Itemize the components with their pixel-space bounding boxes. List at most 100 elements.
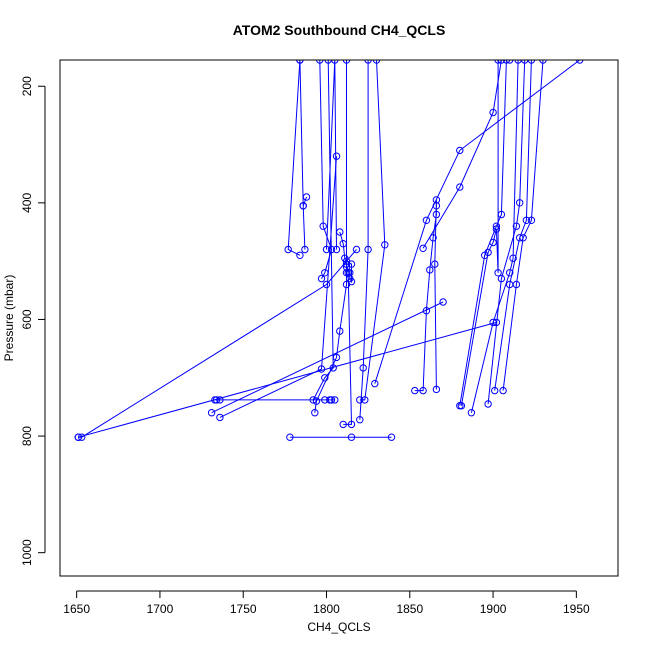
x-tick-label: 1850 <box>396 602 423 616</box>
data-point <box>359 364 367 372</box>
series-line <box>460 60 499 406</box>
data-point <box>296 251 304 260</box>
data-point <box>331 396 339 404</box>
y-tick-label: 1000 <box>20 539 34 566</box>
data-point <box>489 108 497 117</box>
y-axis-label: Pressure (mbar) <box>2 275 16 362</box>
series-9 <box>216 152 341 422</box>
series-line <box>422 60 510 249</box>
data-point <box>321 374 329 382</box>
data-point <box>344 269 352 277</box>
y-tick-label: 400 <box>20 193 34 213</box>
data-point <box>576 60 584 64</box>
series-line <box>326 60 337 250</box>
data-point <box>342 280 351 289</box>
data-point <box>491 386 499 395</box>
data-point <box>322 280 331 289</box>
x-axis-label: CH4_QCLS <box>307 620 370 634</box>
data-point <box>317 365 326 373</box>
x-tick-label: 1650 <box>63 602 90 616</box>
data-point <box>347 433 356 441</box>
y-tick-label: 800 <box>20 426 34 446</box>
data-point <box>497 60 506 64</box>
data-point <box>484 248 492 257</box>
data-point <box>299 202 307 210</box>
data-point <box>422 216 431 225</box>
data-point <box>332 152 341 160</box>
data-point <box>432 196 441 204</box>
data-point <box>457 402 466 410</box>
series-line <box>487 60 526 405</box>
data-point <box>521 60 529 64</box>
series-line <box>502 60 544 391</box>
data-point <box>516 199 524 207</box>
data-point <box>296 60 304 64</box>
data-point <box>539 60 547 64</box>
series-line <box>470 60 519 413</box>
data-point <box>336 327 344 335</box>
data-point <box>509 254 517 262</box>
data-point <box>432 385 441 394</box>
data-point <box>506 60 514 64</box>
data-point <box>387 433 396 441</box>
x-tick-label: 1750 <box>230 602 257 616</box>
series-line <box>211 301 444 414</box>
data-point <box>207 409 216 417</box>
data-point <box>527 216 536 225</box>
data-point <box>319 222 327 230</box>
data-point <box>484 400 492 408</box>
series-line <box>312 60 334 401</box>
data-point <box>527 60 536 64</box>
data-point <box>356 396 364 404</box>
chart-title: ATOM2 Southbound CH4_QCLS <box>233 22 446 38</box>
data-point <box>426 266 434 274</box>
data-point <box>497 274 506 283</box>
data-point <box>514 60 522 64</box>
x-tick-label: 1800 <box>313 602 340 616</box>
data-point <box>352 245 361 254</box>
data-point <box>342 260 351 268</box>
x-tick-label: 1950 <box>563 602 590 616</box>
data-point <box>456 183 464 191</box>
data-point <box>329 364 337 372</box>
data-point <box>342 60 351 64</box>
data-point <box>284 245 292 254</box>
data-point <box>301 245 309 254</box>
data-point <box>381 241 389 249</box>
data-point <box>216 413 224 422</box>
data-point <box>519 234 527 242</box>
series-21 <box>309 60 337 404</box>
x-tick-label: 1700 <box>147 602 174 616</box>
data-point <box>316 60 324 64</box>
series-line <box>78 321 497 438</box>
y-tick-label: 200 <box>20 76 34 96</box>
data-point <box>356 416 364 424</box>
data-point <box>431 260 439 268</box>
data-point <box>439 298 447 306</box>
data-layer <box>74 60 584 441</box>
series-line <box>359 60 386 401</box>
y-tick-label: 600 <box>20 309 34 329</box>
data-point <box>512 222 521 230</box>
series-23 <box>322 60 341 254</box>
series-3 <box>296 60 311 254</box>
x-tick-label: 1900 <box>480 602 507 616</box>
data-point <box>422 307 431 315</box>
series-line <box>359 60 369 420</box>
series-12 <box>339 60 356 429</box>
data-point <box>502 60 511 64</box>
series-8 <box>286 433 396 441</box>
data-point <box>312 397 321 405</box>
data-point <box>332 245 341 254</box>
series-16 <box>467 60 522 417</box>
data-point <box>489 238 497 247</box>
series-20 <box>371 60 584 388</box>
data-point <box>372 60 381 64</box>
data-point <box>364 245 372 254</box>
data-point <box>411 386 419 395</box>
data-point <box>419 386 427 395</box>
series-4 <box>211 396 339 404</box>
series-6 <box>207 298 447 417</box>
